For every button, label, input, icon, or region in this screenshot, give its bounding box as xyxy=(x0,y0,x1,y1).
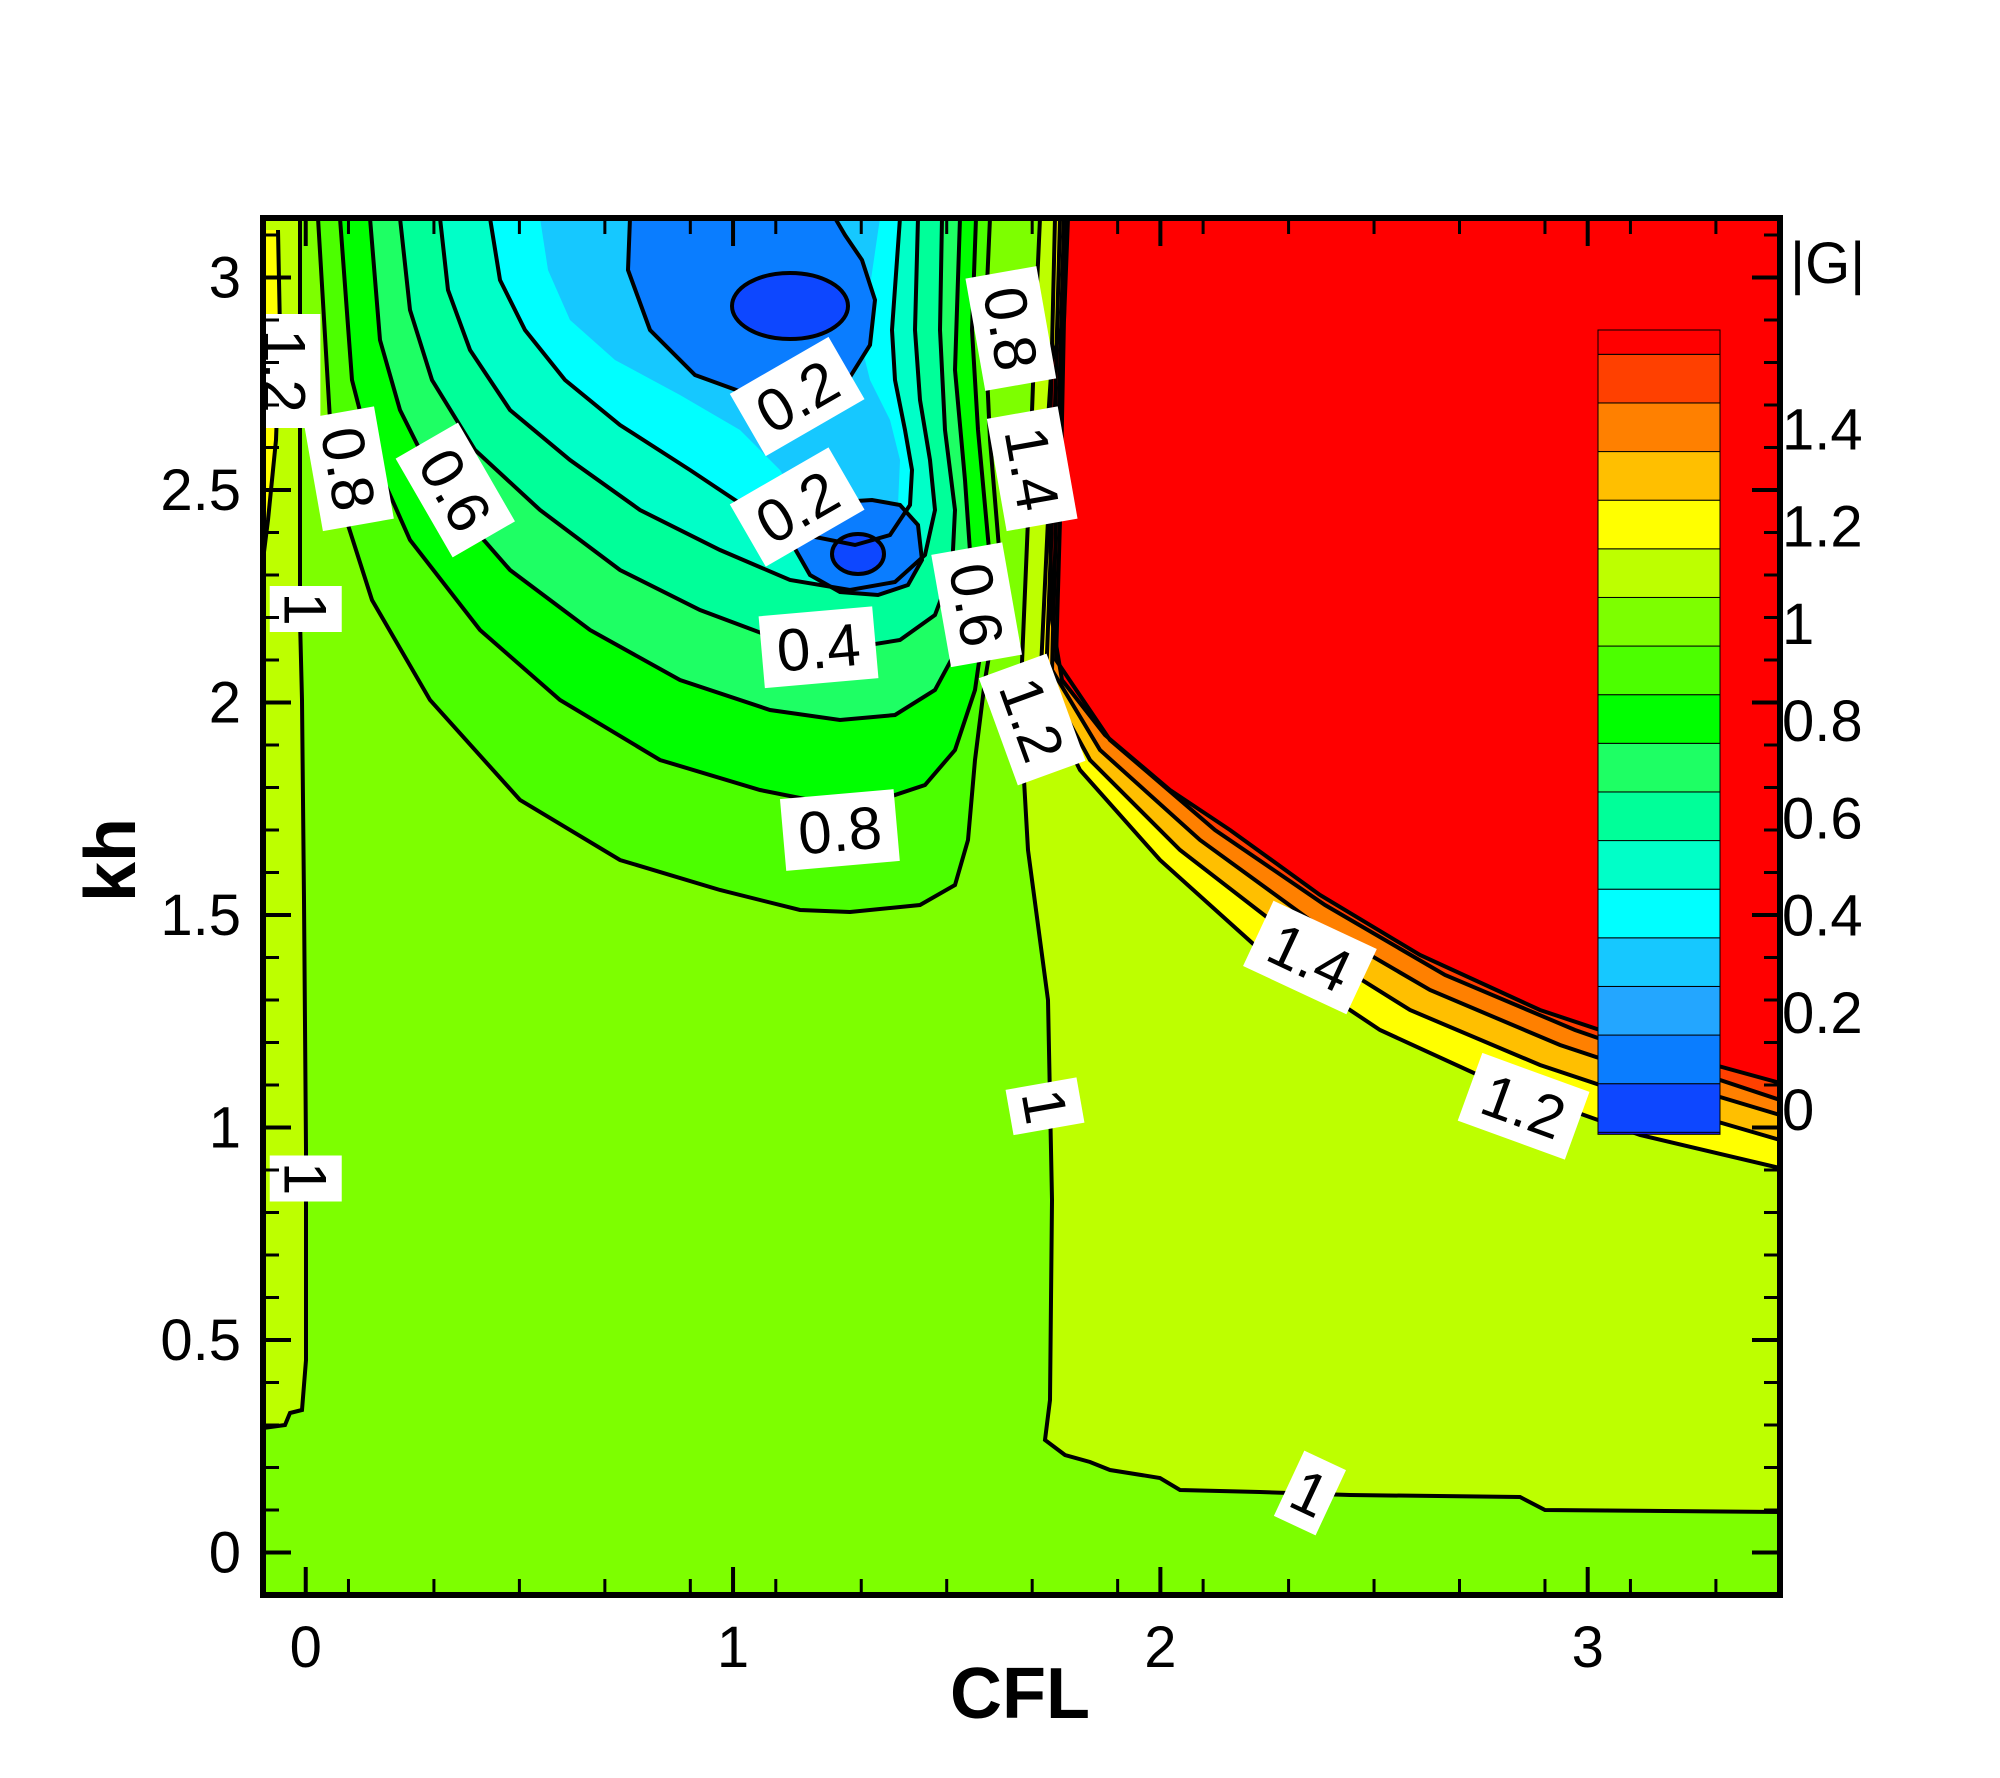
contour-line xyxy=(1045,218,1780,1085)
contour-label-box xyxy=(729,447,865,567)
contour-label-box xyxy=(269,1155,342,1202)
x-tick-label: 1 xyxy=(717,1615,749,1680)
contour-label-box xyxy=(758,606,879,689)
legend-swatch xyxy=(1597,329,1721,355)
contour-label-box xyxy=(248,314,321,428)
contour-label-text: 1.4 xyxy=(991,422,1071,516)
contour-line xyxy=(730,271,850,341)
legend-swatch xyxy=(1597,694,1721,744)
y-tick-label: 0.5 xyxy=(160,1308,241,1373)
legend-swatch xyxy=(1597,1083,1721,1133)
legend-tick-label: 0.4 xyxy=(1782,884,1863,949)
contour-label: 1.2 xyxy=(248,314,321,428)
legend-tick-label: 1.2 xyxy=(1782,495,1863,560)
legend-tick-label: 1 xyxy=(1782,592,1814,657)
color-legend: |G| 0 0.2 0.4 0.6 0.8 1 1.2 1.4 xyxy=(1597,231,1865,1143)
legend-swatch xyxy=(1597,985,1721,1036)
legend-swatch xyxy=(1597,645,1721,696)
contour-label-box xyxy=(303,406,394,532)
contour-label: 0.4 xyxy=(758,606,879,689)
y-tick-label: 2.5 xyxy=(160,458,241,523)
contour-label-box xyxy=(1005,1077,1085,1136)
y-tick-label: 2 xyxy=(209,671,241,736)
contour-label-box xyxy=(1457,1052,1590,1160)
contour-line xyxy=(488,218,915,548)
contour-label: 0.8 xyxy=(779,789,900,871)
contour-label-text: 0.8 xyxy=(308,422,388,516)
contour-label-text: 0.8 xyxy=(970,282,1050,376)
contour-label-text: 1 xyxy=(272,1162,339,1195)
legend-swatch xyxy=(1597,499,1721,550)
contour-label-text: 0.6 xyxy=(936,558,1016,652)
x-axis: 0 1 2 3 xyxy=(261,218,1718,1680)
legend-swatch xyxy=(1597,888,1721,939)
y-tick-label: 3 xyxy=(209,246,241,311)
legend-tick-label: 1.4 xyxy=(1782,397,1863,462)
legend-swatch xyxy=(1597,791,1721,842)
region-red xyxy=(1048,218,1780,1083)
contour-label: 1 xyxy=(1005,1077,1085,1136)
contour-line xyxy=(830,532,886,576)
contour-label-box xyxy=(729,336,865,457)
contour-label: 0.6 xyxy=(931,542,1022,668)
contour-line xyxy=(263,218,308,1430)
contour-label-box xyxy=(1273,1450,1347,1536)
x-tick-label: 3 xyxy=(1572,1615,1604,1680)
legend-swatch xyxy=(1597,1034,1721,1085)
legend-swatch xyxy=(1597,451,1721,501)
legend-swatch xyxy=(1597,596,1721,647)
legend-swatch xyxy=(1597,840,1721,890)
contour-label-box xyxy=(931,542,1022,668)
y-tick-label: 0 xyxy=(209,1521,241,1586)
contour-label: 1.2 xyxy=(1457,1052,1590,1160)
x-axis-title: CFL xyxy=(950,1654,1090,1734)
legend-swatch xyxy=(1597,353,1721,404)
legend-tick-label: 0.2 xyxy=(1782,981,1863,1046)
legend-swatch xyxy=(1597,402,1721,453)
contour-label-text: 0.4 xyxy=(774,611,863,685)
contour-label-text: 1 xyxy=(272,592,339,625)
contour-label-box xyxy=(986,406,1078,532)
legend-title: |G| xyxy=(1790,231,1865,296)
legend-tick-label: 0.6 xyxy=(1782,786,1863,851)
y-axis: 0 0.5 1 1.5 2 2.5 3 xyxy=(160,233,1780,1586)
x-tick-label: 0 xyxy=(290,1615,322,1680)
contour-label: 1 xyxy=(269,1155,342,1202)
y-tick-label: 1.5 xyxy=(160,883,241,948)
contour-label-box xyxy=(1243,900,1377,1015)
contour-label-text: 0.8 xyxy=(795,793,884,867)
contour-label-box xyxy=(269,586,342,632)
x-tick-label: 2 xyxy=(1144,1615,1176,1680)
legend-swatch xyxy=(1597,742,1721,793)
contour-label: 0.8 xyxy=(303,406,394,532)
y-tick-label: 1 xyxy=(209,1096,241,1161)
region-min-upper xyxy=(732,273,848,339)
contour-line xyxy=(438,218,938,593)
y-axis-title: kh xyxy=(71,818,151,902)
legend-swatch xyxy=(1597,937,1721,987)
contour-label-box xyxy=(779,789,900,871)
contour-label-box xyxy=(978,653,1086,786)
legend-swatch xyxy=(1597,548,1721,598)
legend-tick-label: 0.8 xyxy=(1782,689,1863,754)
legend-tick-label: 0 xyxy=(1782,1078,1814,1143)
contour-label: 1.4 xyxy=(1243,900,1377,1015)
contour-label: 1 xyxy=(269,586,342,632)
contour-label-box xyxy=(965,266,1057,391)
plot-frame xyxy=(260,215,1783,1598)
contour-label: 1.4 xyxy=(986,406,1078,532)
contour-label-box xyxy=(395,422,515,558)
contour-labels: 111.20.8 0.60.20.20.40.80.80.61.41.211.41… xyxy=(248,266,1590,1536)
contour-label: 0.8 xyxy=(965,266,1057,391)
